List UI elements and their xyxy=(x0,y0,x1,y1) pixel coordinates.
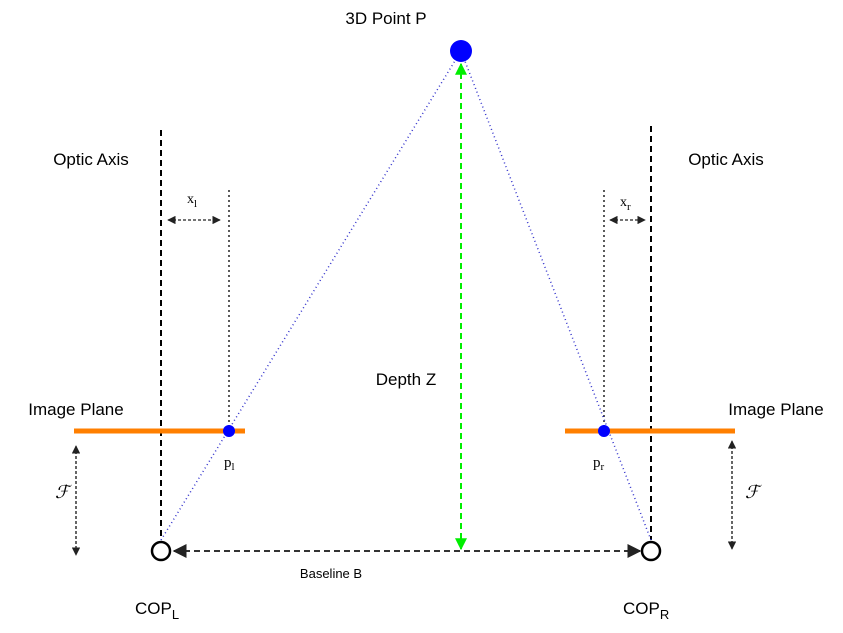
point-p xyxy=(450,40,472,62)
image-point-right xyxy=(598,425,610,437)
ray-left xyxy=(160,50,462,541)
ray-right xyxy=(460,50,652,541)
cop-right-marker xyxy=(640,540,662,562)
x-offset-label-right: xr xyxy=(620,195,631,213)
cop-left-marker xyxy=(150,540,172,562)
optic-axis-label-right: Optic Axis xyxy=(688,150,764,169)
image-point-left xyxy=(223,425,235,437)
image-point-label-left: pl xyxy=(224,455,235,473)
image-plane-label-right: Image Plane xyxy=(728,400,823,419)
focal-label-left: ℱ xyxy=(55,482,72,502)
cop-label-right: COPR xyxy=(623,599,669,622)
image-point-label-right: pr xyxy=(593,455,605,473)
optic-axis-label-left: Optic Axis xyxy=(53,150,129,169)
image-plane-label-left: Image Plane xyxy=(28,400,123,419)
cop-label-left: COPL xyxy=(135,599,179,622)
depth-label: Depth Z xyxy=(376,370,436,389)
x-offset-label-left: xl xyxy=(187,192,197,210)
title-3d-point: 3D Point P xyxy=(345,9,426,28)
baseline-label: Baseline B xyxy=(300,566,362,581)
focal-label-right: ℱ xyxy=(745,482,762,502)
